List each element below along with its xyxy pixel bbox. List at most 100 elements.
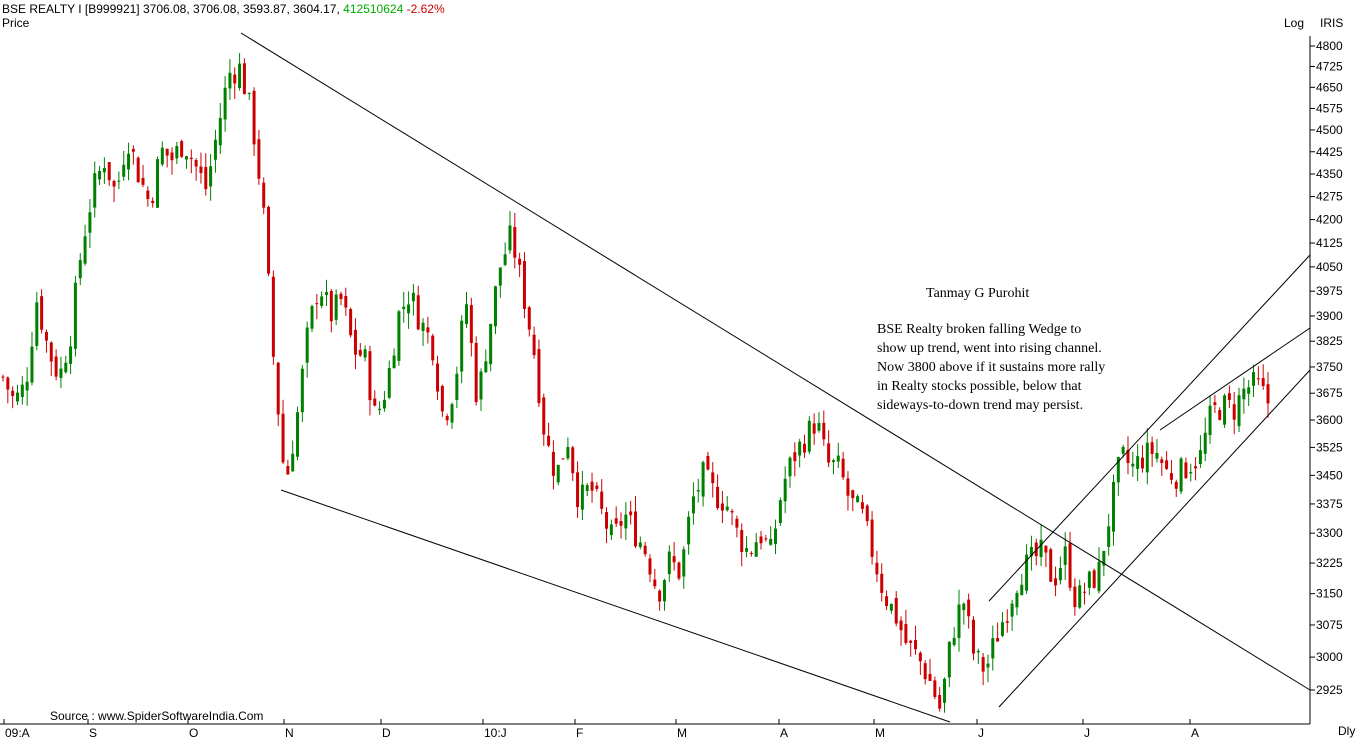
- trendline-channel-upper-2: [1159, 327, 1311, 431]
- candle-body: [218, 118, 222, 146]
- y-tick-label: 4500: [1316, 123, 1343, 137]
- candle-body: [262, 182, 266, 208]
- candle-body: [735, 518, 739, 528]
- candle-body: [576, 472, 580, 508]
- candle-body: [508, 225, 512, 251]
- candle-body: [368, 351, 372, 401]
- candle-body: [817, 422, 821, 431]
- candle-body: [590, 481, 594, 491]
- candle-body: [445, 416, 449, 421]
- candle-body: [136, 157, 140, 183]
- candle-body: [271, 276, 275, 357]
- candle-body: [131, 148, 135, 152]
- candle-body: [764, 538, 768, 540]
- candle-body: [503, 254, 507, 265]
- y-tick-label: 4425: [1316, 145, 1343, 159]
- candle-body: [899, 620, 903, 631]
- candle-body: [334, 294, 338, 320]
- y-tick-label: 4200: [1316, 213, 1343, 227]
- price-label: Price: [2, 16, 30, 30]
- candle-body: [711, 472, 715, 484]
- candle-body: [107, 162, 111, 181]
- log-scale-label[interactable]: Log: [1284, 16, 1305, 30]
- candle-body: [69, 346, 73, 364]
- candle-body: [1000, 622, 1004, 636]
- iris-label: IRIS: [1320, 16, 1344, 30]
- candle-body: [223, 87, 227, 120]
- x-tick-label: M: [677, 726, 687, 740]
- candle-body: [793, 452, 797, 462]
- annotation-author: Tanmay G Purohit: [926, 286, 1030, 301]
- candle-body: [889, 603, 893, 611]
- candle-body: [378, 408, 382, 411]
- candle-body: [585, 485, 589, 491]
- candle-body: [938, 694, 942, 709]
- y-tick-label: 4575: [1316, 101, 1343, 115]
- candle-body: [30, 346, 34, 383]
- x-tick-label: N: [285, 726, 294, 740]
- candle-body: [1194, 466, 1198, 469]
- candle-body: [233, 74, 237, 84]
- candle-body: [831, 460, 835, 463]
- candle-body: [392, 355, 396, 369]
- candle-body: [1102, 550, 1106, 566]
- candle-body: [527, 307, 531, 330]
- candle-body: [634, 511, 637, 547]
- candle-body: [276, 362, 280, 415]
- candle-body: [1116, 457, 1120, 483]
- y-tick-label: 3900: [1316, 309, 1343, 323]
- candle-body: [658, 590, 662, 602]
- candle-body: [160, 147, 164, 165]
- candle-body: [151, 200, 155, 203]
- annotation-line: show up trend, went into rising channel.: [877, 341, 1102, 356]
- y-tick-label: 3300: [1316, 526, 1343, 540]
- candle-body: [986, 663, 990, 668]
- trendline-channel-upper-1: [988, 254, 1311, 602]
- candle-body: [450, 404, 454, 423]
- candle-body: [286, 465, 290, 475]
- candle-body: [749, 553, 753, 555]
- candle-body: [870, 519, 874, 557]
- candle-body: [542, 397, 546, 435]
- candle-body: [682, 549, 686, 577]
- y-tick-label: 4725: [1316, 59, 1343, 73]
- candle-body: [40, 296, 44, 330]
- candle-body: [976, 650, 980, 653]
- candle-body: [310, 306, 314, 329]
- candle-body: [1208, 405, 1212, 436]
- candle-body: [291, 453, 295, 472]
- candle-body: [344, 295, 348, 308]
- candle-body: [146, 190, 150, 200]
- y-tick-label: 3600: [1316, 413, 1343, 427]
- period-label[interactable]: Dly: [1338, 724, 1356, 738]
- candle-body: [1227, 393, 1231, 401]
- x-tick-label: M: [875, 726, 885, 740]
- candle-body: [1107, 526, 1111, 547]
- candle-body: [83, 236, 87, 264]
- candle-body: [802, 443, 806, 453]
- candle-body: [25, 381, 29, 391]
- y-tick-label: 3000: [1316, 650, 1343, 664]
- y-tick-label: 3675: [1316, 386, 1343, 400]
- candle-body: [788, 457, 792, 477]
- candle-body: [411, 292, 415, 302]
- candle-body: [600, 491, 604, 509]
- candle-body: [609, 524, 613, 536]
- candle-body: [324, 292, 328, 295]
- candle-body: [962, 603, 966, 611]
- y-tick-label: 3750: [1316, 360, 1343, 374]
- candle-body: [1121, 446, 1125, 454]
- candle-body: [812, 423, 816, 434]
- candle-body: [547, 435, 551, 446]
- candle-body: [1252, 372, 1256, 386]
- candle-body: [98, 170, 102, 180]
- candle-body: [189, 157, 193, 160]
- y-tick-label: 4800: [1316, 39, 1343, 53]
- candle-body: [59, 368, 63, 378]
- candle-body: [614, 518, 618, 524]
- candle-body: [909, 640, 913, 643]
- candle-body: [382, 399, 386, 409]
- candle-body: [537, 349, 541, 404]
- candle-body: [638, 542, 642, 548]
- candle-body: [556, 464, 560, 483]
